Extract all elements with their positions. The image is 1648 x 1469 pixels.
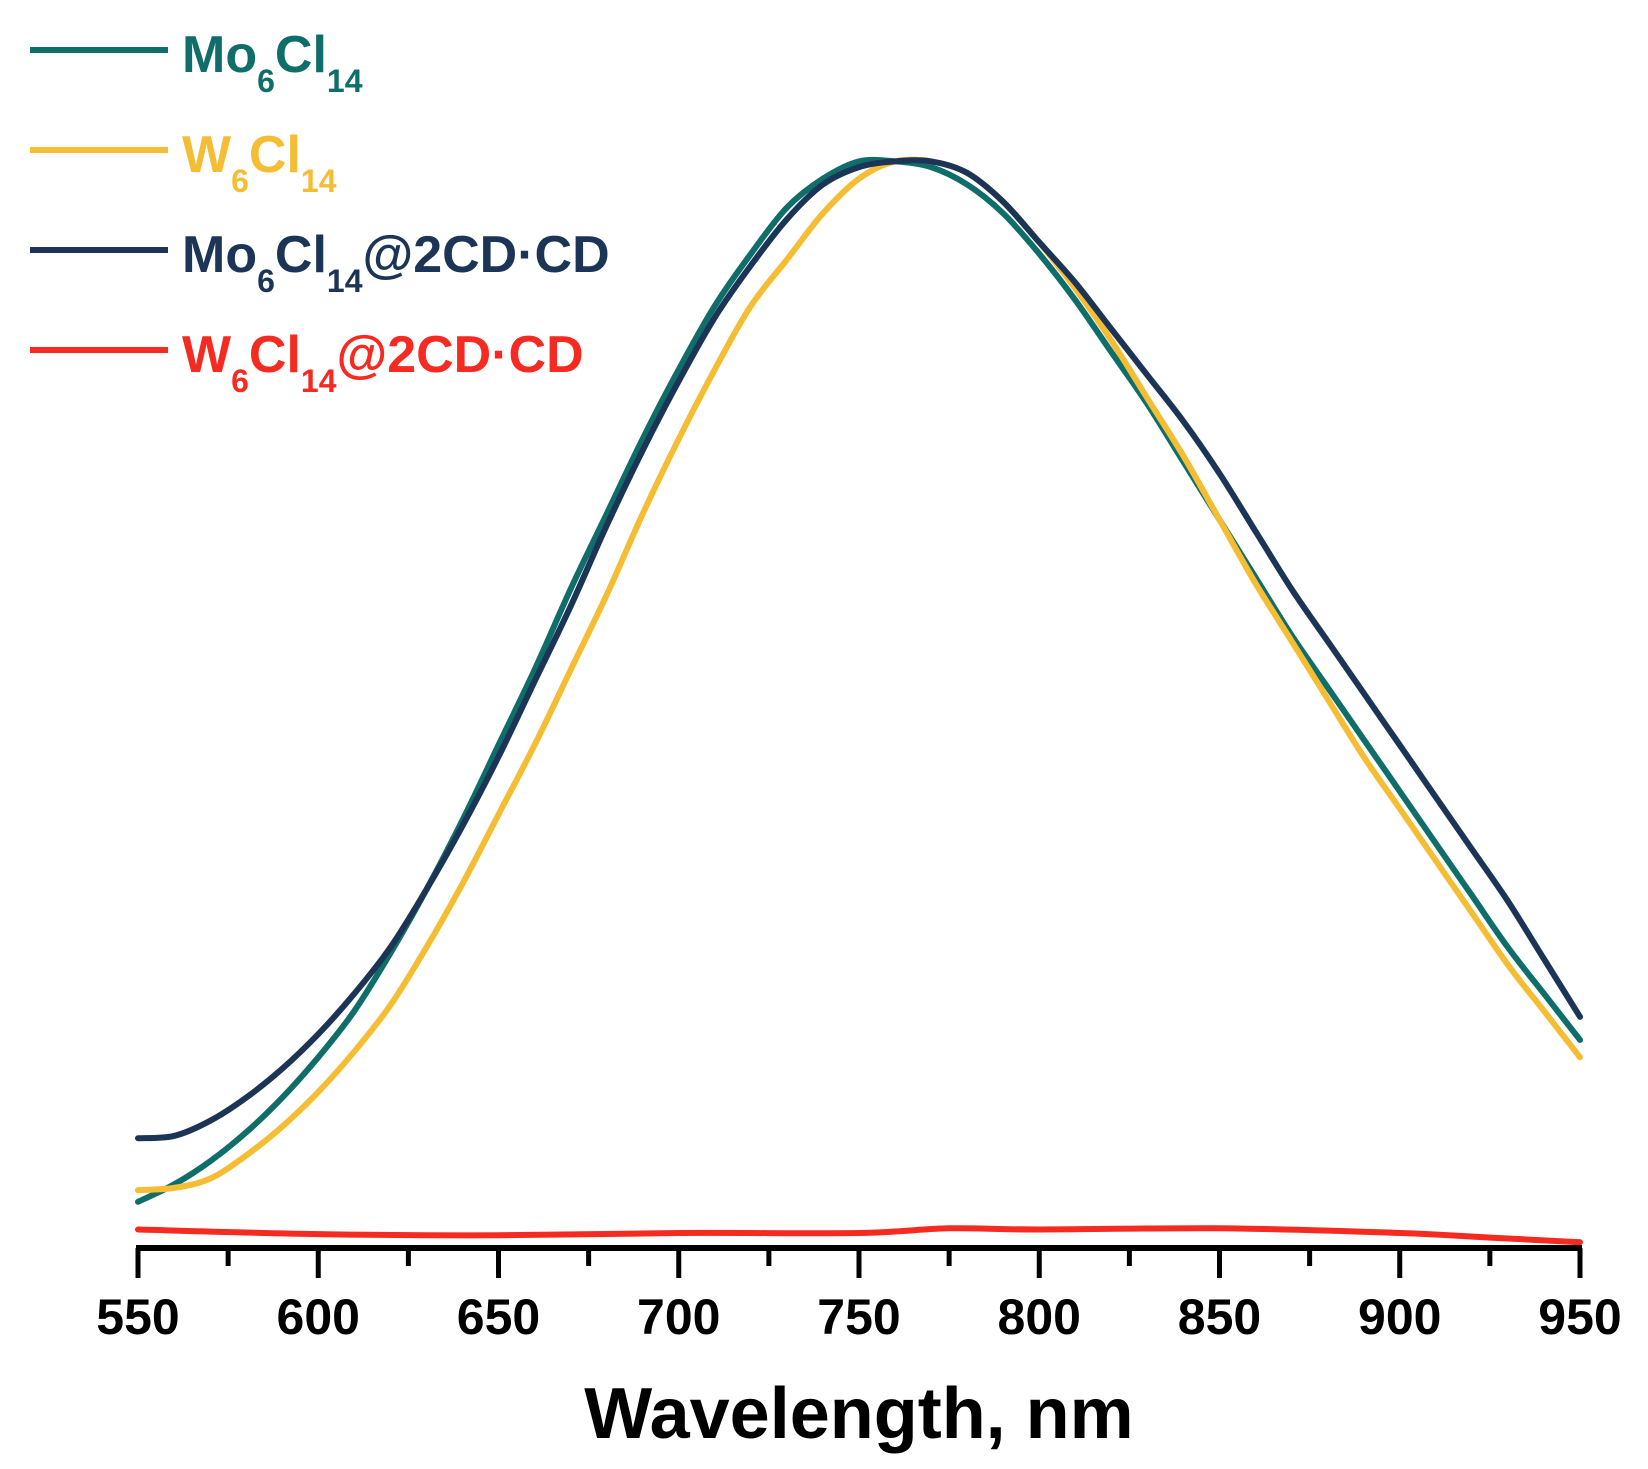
legend-entry-1: Mo6Cl14 bbox=[30, 26, 363, 99]
series-line-1 bbox=[135, 156, 1583, 1205]
series-line-4 bbox=[135, 1225, 1583, 1246]
x-axis-title: Wavelength, nm bbox=[584, 1374, 1133, 1454]
x-tick-label: 850 bbox=[1178, 1289, 1261, 1345]
series-line-3 bbox=[135, 157, 1583, 1142]
x-tick-label: 550 bbox=[96, 1289, 179, 1345]
x-tick-label: 800 bbox=[998, 1289, 1081, 1345]
x-axis-tick-labels: 550 600 650 700 750 800 850 900 950 bbox=[96, 1289, 1621, 1345]
x-axis: 550 600 650 700 750 800 850 900 950 Wavelength, … bbox=[96, 1245, 1622, 1454]
legend-label: W6Cl14 bbox=[182, 126, 337, 199]
legend-entry-2: W6Cl14 bbox=[30, 126, 337, 199]
x-tick-label: 900 bbox=[1358, 1289, 1441, 1345]
x-tick-label: 700 bbox=[637, 1289, 720, 1345]
legend-label: Mo6Cl14@2CD·CD bbox=[182, 226, 610, 299]
legend-label: Mo6Cl14 bbox=[182, 26, 363, 99]
x-tick-label: 750 bbox=[817, 1289, 900, 1345]
x-tick-label: 650 bbox=[457, 1289, 540, 1345]
x-tick-label: 600 bbox=[277, 1289, 360, 1345]
x-tick-label: 950 bbox=[1538, 1289, 1621, 1345]
series-lines bbox=[135, 156, 1583, 1246]
legend: Mo6Cl14 W6Cl14 Mo6Cl14@2CD·CD W6Cl14@2CD·CD bbox=[30, 26, 610, 399]
x-axis-ticks bbox=[135, 1248, 1583, 1278]
legend-entry-4: W6Cl14@2CD·CD bbox=[30, 326, 584, 399]
series-line-2 bbox=[135, 156, 1583, 1194]
legend-label: W6Cl14@2CD·CD bbox=[182, 326, 584, 399]
legend-entry-3: Mo6Cl14@2CD·CD bbox=[30, 226, 610, 299]
